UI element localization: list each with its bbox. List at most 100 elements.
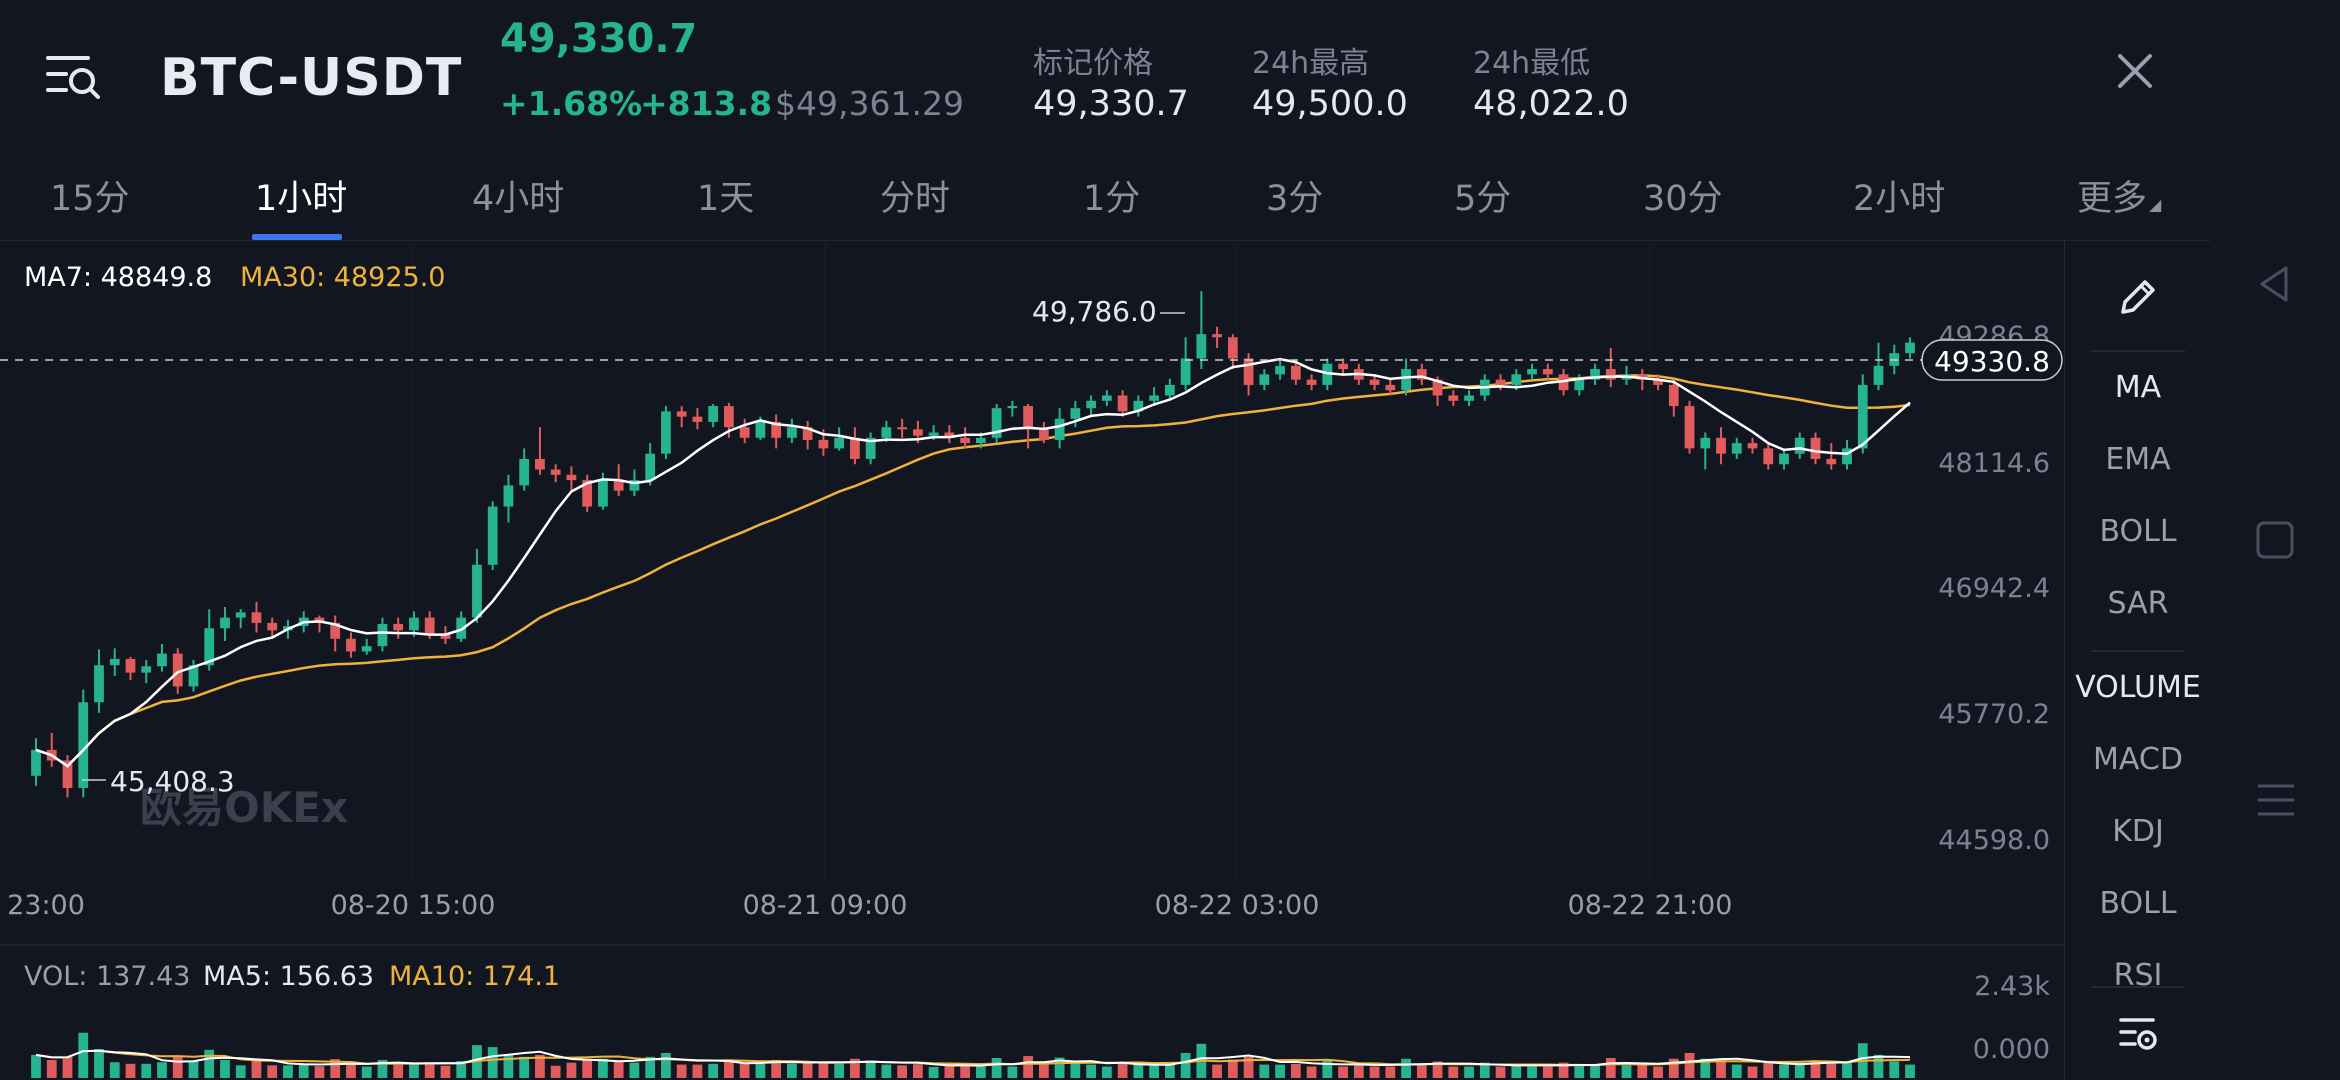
candle-body [550,469,561,475]
volume-bar [503,1054,514,1078]
tab-3m[interactable]: 3分 [1266,179,1324,219]
candle-body [818,439,829,449]
mark-price-value: 49,330.7 [1033,84,1189,124]
active-tab-indicator [252,234,342,240]
candle-body [1684,406,1695,449]
volume-bar [1149,1065,1159,1078]
volume-bar [361,1066,372,1078]
menu-search-icon[interactable] [44,48,104,108]
candle-body [78,702,89,788]
candle-body [1731,443,1742,454]
indicator-ema[interactable]: EMA [2105,442,2171,477]
candle-body [834,437,845,449]
indicator-settings-icon[interactable] [2065,1010,2211,1064]
candle-body [235,612,246,618]
volume-bar [629,1062,640,1078]
volume-bar [787,1063,797,1078]
candle-body [1794,437,1805,454]
volume-bar [897,1065,908,1078]
candles-group [31,291,1915,798]
volume-bar [535,1054,545,1078]
candle-body [1007,406,1018,409]
candle-body [220,617,230,629]
candle-body [598,480,608,507]
candle-body [582,480,593,507]
volume-bar [1889,1061,1900,1078]
volume-bar [1070,1062,1081,1078]
candle-body [1227,337,1238,359]
volume-bar [1826,1062,1837,1078]
volume-bar [755,1063,766,1078]
candle-body [487,506,498,565]
volume-bar [1338,1066,1348,1078]
candle-body [1038,429,1049,440]
kline-chart[interactable]: 欧易OKEx MA7: 48849.8 MA30: 48925.0 49,786… [0,240,2064,1080]
candle-body [1842,448,1852,465]
candle-body [1905,342,1915,354]
tab-timeshare[interactable]: 分时 [880,179,951,219]
volume-bar [1306,1066,1317,1078]
candle-body [1716,437,1726,454]
candle-body [1385,384,1396,391]
candle-body [1401,369,1411,391]
volume-bar [1542,1066,1553,1078]
y-tick-label: 44598.0 [1938,825,2050,856]
back-icon[interactable] [2252,262,2296,310]
indicator-macd[interactable]: MACD [2093,742,2183,777]
vol-ma10-legend: MA10: 174.1 [389,961,560,992]
indicator-boll[interactable]: BOLL [2099,514,2177,549]
candle-body [787,427,797,438]
tab-1h[interactable]: 1小时 [255,179,348,219]
volume-bar [645,1056,656,1078]
volume-bar [1558,1062,1569,1078]
indicator-volume[interactable]: VOLUME [2075,670,2201,705]
volume-bar [440,1065,451,1078]
tab-1m[interactable]: 1分 [1083,179,1141,219]
indicator-kdj[interactable]: KDJ [2112,814,2164,849]
indicator-sar[interactable]: SAR [2107,586,2169,621]
candle-body [645,453,656,481]
volume-bar [1590,1064,1600,1078]
candle-body [1306,379,1317,385]
candle-body [1101,395,1112,401]
candle-body [1857,384,1868,449]
candle-body [1117,395,1128,412]
candle-body [1432,379,1443,396]
volume-bar [1842,1061,1852,1078]
candle-body [204,628,215,666]
min-price-label: 45,408.3 [110,765,235,798]
ma30-legend: MA30: 48925.0 [240,262,445,293]
recents-icon[interactable] [2254,778,2298,826]
tab-4h[interactable]: 4小时 [472,179,565,219]
volume-bar [1369,1066,1380,1078]
tab-more[interactable]: 更多 ◢ [2077,170,2161,221]
indicator-boll-sub[interactable]: BOLL [2099,886,2177,921]
triangle-down-icon: ◢ [2149,195,2162,214]
volume-bar [188,1060,199,1078]
candle-body [1243,358,1254,385]
candle-body [519,458,530,486]
candle-body [1212,334,1222,338]
candle-body [1590,369,1600,380]
tab-1d[interactable]: 1天 [697,179,755,219]
tab-5m[interactable]: 5分 [1454,179,1512,219]
tab-2h[interactable]: 2小时 [1853,179,1946,219]
candle-body [31,749,41,776]
watermark: 欧易OKEx [140,783,348,832]
close-icon[interactable] [2110,46,2160,96]
indicator-rsi[interactable]: RSI [2113,958,2163,986]
tab-15m[interactable]: 15分 [50,179,130,219]
candle-body [613,480,624,491]
candle-body [991,408,1002,438]
pencil-icon[interactable] [2065,274,2211,328]
home-icon[interactable] [2254,519,2296,565]
volume-bar [1700,1058,1711,1078]
volume-bar [314,1066,325,1078]
volume-bar [661,1052,671,1078]
volume-bar [1747,1066,1758,1078]
candle-body [676,411,687,417]
indicator-ma[interactable]: MA [2114,370,2162,405]
pair-title[interactable]: BTC-USDT [160,48,463,108]
tab-30m[interactable]: 30分 [1643,179,1723,219]
volume-bar [739,1063,750,1078]
